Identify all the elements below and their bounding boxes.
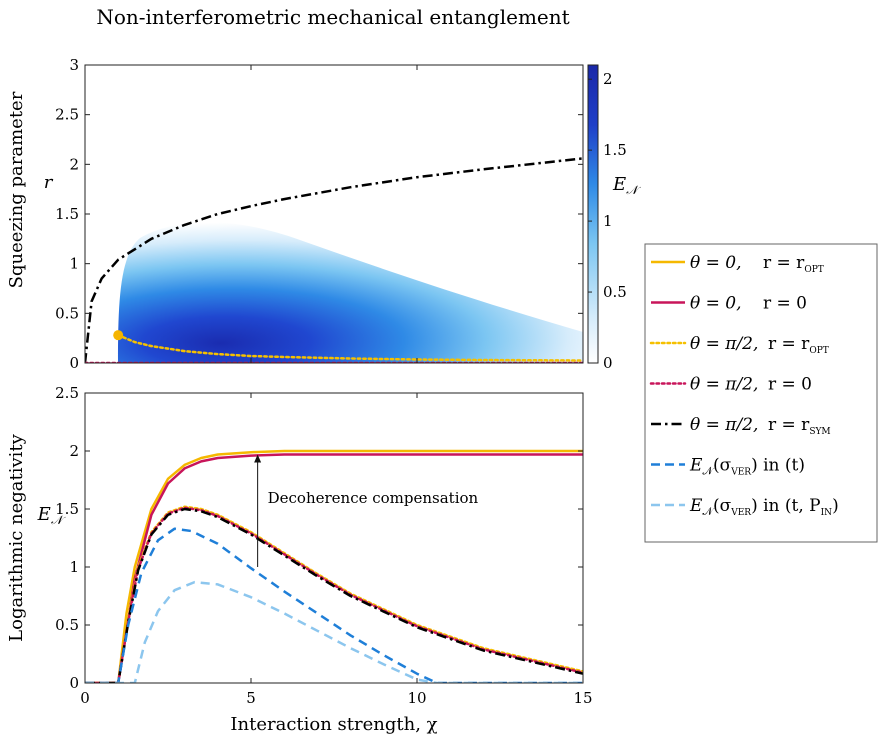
top-ytick-label-5: 2.5 bbox=[55, 106, 79, 124]
bottom-plot-background bbox=[85, 393, 583, 683]
bottom-panel: 0 5 10 15 0 0.5 1 1.5 2 2.5 Logarithmic negativit… bbox=[6, 384, 593, 735]
bottom-plot-frame bbox=[84, 392, 584, 684]
top-panel: 0 0.5 1 1.5 2 2.5 3 Squeezing parameter r bbox=[6, 56, 584, 372]
top-ytick-label-2: 1 bbox=[69, 255, 79, 273]
bottom-ytick-label-2: 1 bbox=[69, 558, 79, 576]
bottom-ytick-label-1: 0.5 bbox=[55, 616, 79, 634]
colorbar-tick-label-2: 1 bbox=[603, 212, 613, 230]
top-ytick-label-0: 0 bbox=[69, 354, 79, 372]
top-ylabel: Squeezing parameter bbox=[6, 91, 27, 288]
annotation-arrowhead bbox=[254, 454, 262, 463]
colorbar-tick-label-3: 1.5 bbox=[603, 141, 627, 159]
legend-label-4: θ = π/2, r = rSYM bbox=[690, 415, 831, 437]
series-line-bottom-5 bbox=[85, 527, 583, 683]
top-ytick-label-1: 0.5 bbox=[55, 304, 79, 322]
legend-label-2: θ = π/2, r = rOPT bbox=[690, 334, 829, 356]
colorbar: 0 0.5 1 1.5 2 E𝒩 bbox=[587, 64, 641, 372]
bottom-ytick-label-5: 2.5 bbox=[55, 384, 79, 402]
top-ytick-label-6: 3 bbox=[69, 56, 79, 74]
bottom-xtick-label-1: 5 bbox=[246, 689, 256, 707]
series-line-bottom-4 bbox=[85, 507, 583, 683]
legend-label-3: θ = π/2, r = 0 bbox=[690, 375, 812, 395]
legend: θ = 0, r = rOPT θ = 0, r = 0 θ = π/2, r = rOP… bbox=[644, 243, 878, 543]
series-line-top-0 bbox=[85, 157, 583, 363]
colorbar-label: E𝒩 bbox=[612, 174, 641, 197]
bottom-xtick-label-2: 10 bbox=[407, 689, 426, 707]
top-ytick-label-4: 2 bbox=[69, 155, 79, 173]
heatmap-region bbox=[118, 222, 583, 363]
annotation-text: Decoherence compensation bbox=[268, 489, 479, 507]
legend-label-0: θ = 0, r = rOPT bbox=[690, 253, 824, 275]
colorbar-tick-label-0: 0 bbox=[603, 354, 613, 372]
colorbar-tick-label-1: 0.5 bbox=[603, 283, 627, 301]
optimum-marker bbox=[113, 330, 124, 341]
bottom-ylabel: Logarithmic negativity bbox=[6, 433, 27, 642]
legend-label-6: E𝒩(σVER) in (t, PIN) bbox=[689, 496, 839, 518]
top-ytick-label-3: 1.5 bbox=[55, 205, 79, 223]
legend-label-1: θ = 0, r = 0 bbox=[690, 294, 807, 314]
bottom-xtick-label-3: 15 bbox=[573, 689, 592, 707]
colorbar-tick-label-4: 2 bbox=[603, 70, 613, 88]
series-line-bottom-0 bbox=[85, 449, 583, 683]
bottom-xtick-label-0: 0 bbox=[80, 689, 90, 707]
bottom-xlabel: Interaction strength, χ bbox=[230, 714, 437, 735]
legend-label-5: E𝒩(σVER) in (t) bbox=[689, 456, 805, 478]
bottom-ytick-label-4: 2 bbox=[69, 442, 79, 460]
series-line-bottom-6 bbox=[85, 580, 583, 683]
legend-box bbox=[644, 243, 878, 543]
chart-title: Non-interferometric mechanical entanglem… bbox=[96, 5, 569, 29]
colorbar-gradient bbox=[587, 64, 599, 364]
bottom-ytick-label-3: 1.5 bbox=[55, 500, 79, 518]
top-ylabel-symbol: r bbox=[44, 172, 54, 193]
bottom-ytick-label-0: 0 bbox=[69, 674, 79, 692]
series-line-top-1 bbox=[116, 333, 583, 362]
